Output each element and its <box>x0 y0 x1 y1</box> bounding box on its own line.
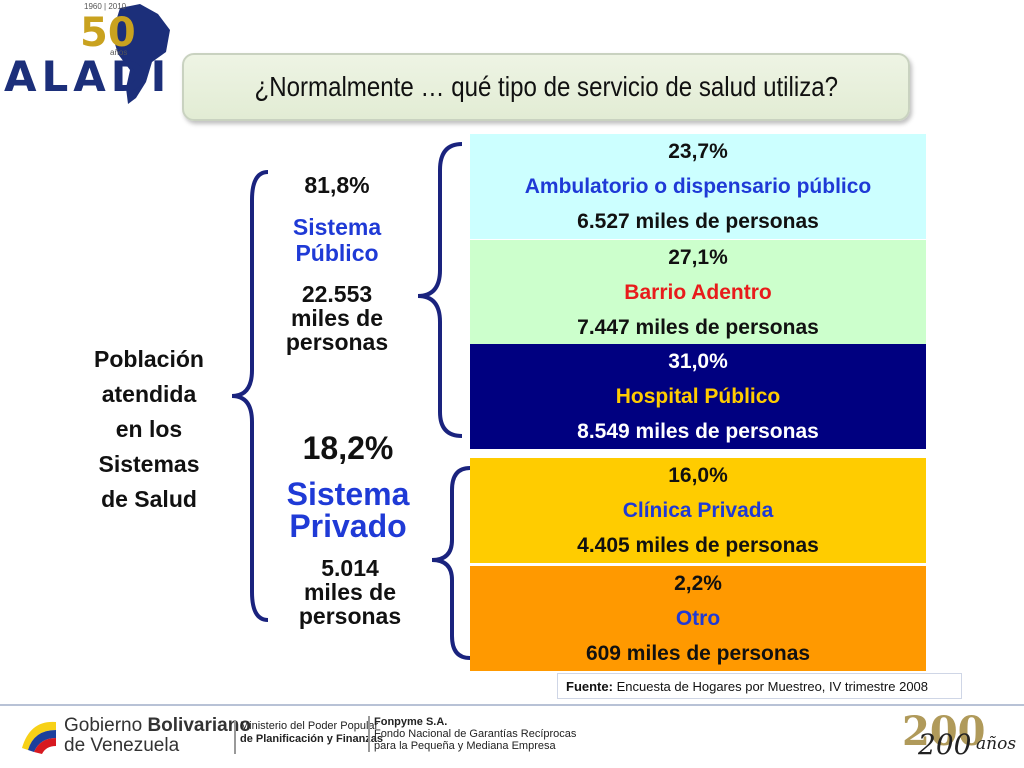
service-name: Ambulatorio o dispensario público <box>524 175 872 198</box>
private-system-name-line: Privado <box>289 508 407 544</box>
bic-anos: años <box>976 734 1017 754</box>
population-label-line: de Salud <box>101 486 197 512</box>
service-pct: 23,7% <box>668 140 728 163</box>
ministerio-logo: Ministerio del Poder Popular de Planific… <box>234 720 383 754</box>
population-label-line: Sistemas <box>98 451 200 477</box>
private-system-name: Sistema Privado <box>268 478 428 542</box>
source-label: Fuente: <box>566 679 613 694</box>
main-brace <box>231 170 269 622</box>
title-box: ¿Normalmente … qué tipo de servicio de s… <box>182 53 910 121</box>
source-text: Encuesta de Hogares por Muestreo, IV tri… <box>616 679 929 694</box>
page-title: ¿Normalmente … qué tipo de servicio de s… <box>254 71 838 102</box>
service-pct: 27,1% <box>668 246 728 269</box>
fonpyme-logo: Fonpyme S.A. Fondo Nacional de Garantías… <box>368 716 576 752</box>
public-brace <box>417 142 463 438</box>
public-people-line: miles de <box>290 305 384 331</box>
population-label-line: en los <box>115 416 183 442</box>
service-people: 609 miles de personas <box>585 642 811 665</box>
private-people-line: miles de <box>303 579 397 605</box>
service-box-otro: 2,2% Otro 609 miles de personas <box>470 566 926 671</box>
aladi-logo: 1960 | 2010 50 años ALADI <box>0 0 180 110</box>
public-people-line: personas <box>285 329 389 355</box>
service-people: 4.405 miles de personas <box>577 534 819 557</box>
ministerio-line1: Ministerio del Poder Popular <box>240 720 379 732</box>
private-people-line: personas <box>298 603 402 629</box>
fonpyme-line3: para la Pequeña y Mediana Empresa <box>374 740 556 752</box>
public-system-name: Sistema Público <box>270 214 404 266</box>
service-box-barrio-adentro: 27,1% Barrio Adentro 7.447 miles de pers… <box>470 240 926 345</box>
public-system-name-line: Público <box>295 240 379 266</box>
bicentenario-logo: 200 200 años <box>896 706 1016 762</box>
logo-years: 1960 | 2010 <box>84 2 127 11</box>
source-note: Fuente: Encuesta de Hogares por Muestreo… <box>557 673 962 699</box>
public-people-line: 22.553 <box>301 281 373 307</box>
public-system-name-line: Sistema <box>292 214 382 240</box>
service-box-hospital-publico: 31,0% Hospital Público 8.549 miles de pe… <box>470 344 926 449</box>
bic-script: 200 <box>918 728 972 761</box>
service-pct: 2,2% <box>674 572 722 595</box>
service-name: Clínica Privada <box>622 499 774 522</box>
service-name: Barrio Adentro <box>624 281 772 304</box>
public-percentage: 81,8% <box>304 172 370 198</box>
service-people: 8.549 miles de personas <box>577 420 819 443</box>
gobierno-logo: Gobierno Bolivariano de Venezuela <box>64 716 251 756</box>
private-brace <box>431 466 471 660</box>
service-name: Otro <box>675 607 721 630</box>
logo-anos: años <box>110 48 128 57</box>
service-pct: 16,0% <box>668 464 728 487</box>
ministerio-line2: de Planificación y Finanzas <box>240 733 384 745</box>
population-label: Población atendida en los Sistemas de Sa… <box>60 342 238 517</box>
footer-divider <box>0 704 1024 706</box>
bic-number: 200 <box>902 708 986 755</box>
private-people: 5.014 miles de personas <box>272 556 428 628</box>
gob-line2: de Venezuela <box>64 735 180 756</box>
service-box-clinica-privada: 16,0% Clínica Privada 4.405 miles de per… <box>470 458 926 563</box>
private-percentage: 18,2% <box>302 430 394 466</box>
service-name: Hospital Público <box>615 385 781 408</box>
fonpyme-line1: Fonpyme S.A. <box>374 716 448 728</box>
service-people: 6.527 miles de personas <box>577 210 819 233</box>
gob-line1a: Gobierno <box>64 715 148 736</box>
gob-line1b: Bolivariano <box>147 715 251 736</box>
service-pct: 31,0% <box>668 350 728 373</box>
logo-text: ALADI <box>4 52 172 101</box>
population-label-line: atendida <box>101 381 197 407</box>
fonpyme-line2: Fondo Nacional de Garantías Recíprocas <box>374 728 577 740</box>
service-box-ambulatorio: 23,7% Ambulatorio o dispensario público … <box>470 134 926 239</box>
private-people-line: 5.014 <box>321 555 379 581</box>
logo-fifty: 50 <box>80 10 136 56</box>
venezuela-flag-icon <box>22 721 56 754</box>
continent-icon <box>112 4 170 104</box>
public-people: 22.553 miles de personas <box>264 282 410 354</box>
population-label-line: Población <box>94 346 204 372</box>
service-people: 7.447 miles de personas <box>577 316 819 339</box>
private-system-name-line: Sistema <box>286 476 410 512</box>
